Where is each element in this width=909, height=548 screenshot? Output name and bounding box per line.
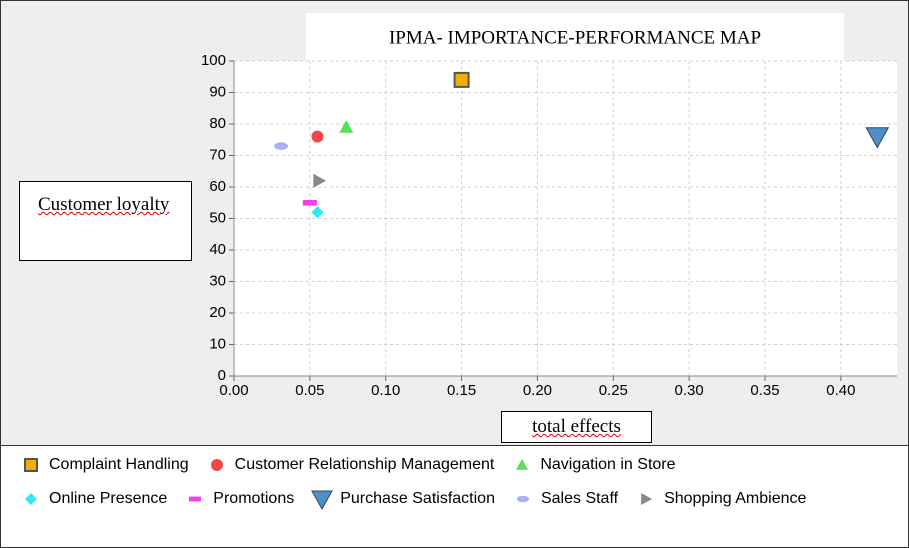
marker: [311, 490, 334, 510]
x-tick-label: 0.20: [523, 382, 552, 399]
marker: [641, 493, 653, 505]
legend: Complaint Handling Customer Relationship …: [19, 453, 819, 511]
legend-item: Sales Staff: [511, 487, 618, 511]
marker: [210, 459, 223, 471]
point: [339, 120, 354, 133]
x-tick-label: 0.35: [750, 382, 779, 399]
x-tick-label: 0.00: [219, 382, 248, 399]
point: [453, 71, 470, 88]
legend-item: Shopping Ambience: [634, 487, 806, 511]
legend-label: Online Presence: [49, 490, 168, 507]
y-tick-label: 10: [209, 335, 226, 352]
marker: [516, 459, 529, 470]
point: [313, 173, 326, 188]
legend-item: Purchase Satisfaction: [310, 487, 495, 511]
y-tick-label: 80: [209, 115, 226, 132]
legend-item: Complaint Handling: [19, 453, 189, 477]
legend-icon: [516, 459, 529, 470]
y-tick-label: 30: [209, 272, 226, 289]
y-tick-label: 20: [209, 304, 226, 321]
point: [311, 206, 324, 219]
chart-title: IPMA- IMPORTANCE-PERFORMANCE MAP: [389, 27, 761, 48]
legend-icon: [25, 493, 37, 505]
y-axis-label: Customer loyalty: [38, 194, 170, 215]
chart: IPMA- IMPORTANCE-PERFORMANCE MAP 0 10 20 30…: [1, 1, 908, 446]
x-tick-label: 0.25: [599, 382, 628, 399]
x-axis-label-box: total effects: [501, 411, 652, 443]
legend-label: Shopping Ambience: [664, 490, 807, 507]
y-tick-label: 100: [201, 52, 226, 69]
x-tick-label: 0.10: [371, 382, 400, 399]
legend-label: Sales Staff: [540, 490, 619, 507]
legend-icon: [311, 490, 334, 510]
marker: [24, 458, 38, 472]
legend-label: Customer Relationship Management: [234, 456, 495, 473]
point: [865, 127, 890, 149]
marker: [516, 495, 529, 503]
legend-item: Navigation in Store: [510, 453, 676, 477]
y-tick-label: 60: [209, 178, 226, 195]
y-tick-label: 90: [209, 83, 226, 100]
legend-icon: [24, 458, 38, 472]
title-box: [306, 13, 844, 61]
legend-icon: [641, 493, 653, 505]
legend-icon: [516, 495, 529, 503]
x-tick-label: 0.40: [826, 382, 855, 399]
y-tick-label: 50: [209, 209, 226, 226]
legend-item: Online Presence: [19, 487, 167, 511]
y-axis-label-box: Customer loyalty: [19, 181, 192, 261]
legend-item: Customer Relationship Management: [205, 453, 495, 477]
point: [311, 130, 324, 143]
point: [302, 199, 317, 206]
x-tick-label: 0.30: [675, 382, 704, 399]
legend-label: Navigation in Store: [540, 456, 676, 473]
marker: [189, 496, 202, 502]
x-axis-label: total effects: [532, 416, 621, 437]
y-tick-label: 40: [209, 241, 226, 258]
legend-icon: [189, 496, 202, 502]
y-tick-label: 70: [209, 146, 226, 163]
legend-label: Purchase Satisfaction: [340, 490, 495, 507]
x-tick-label: 0.05: [295, 382, 324, 399]
x-tick-label: 0.15: [447, 382, 476, 399]
legend-icon: [210, 459, 223, 471]
marker: [25, 493, 37, 505]
legend-label: Promotions: [213, 490, 295, 507]
legend-label: Complaint Handling: [49, 456, 189, 473]
point: [274, 142, 289, 150]
y-tick-label: 0: [218, 367, 226, 384]
legend-item: Promotions: [183, 487, 294, 511]
